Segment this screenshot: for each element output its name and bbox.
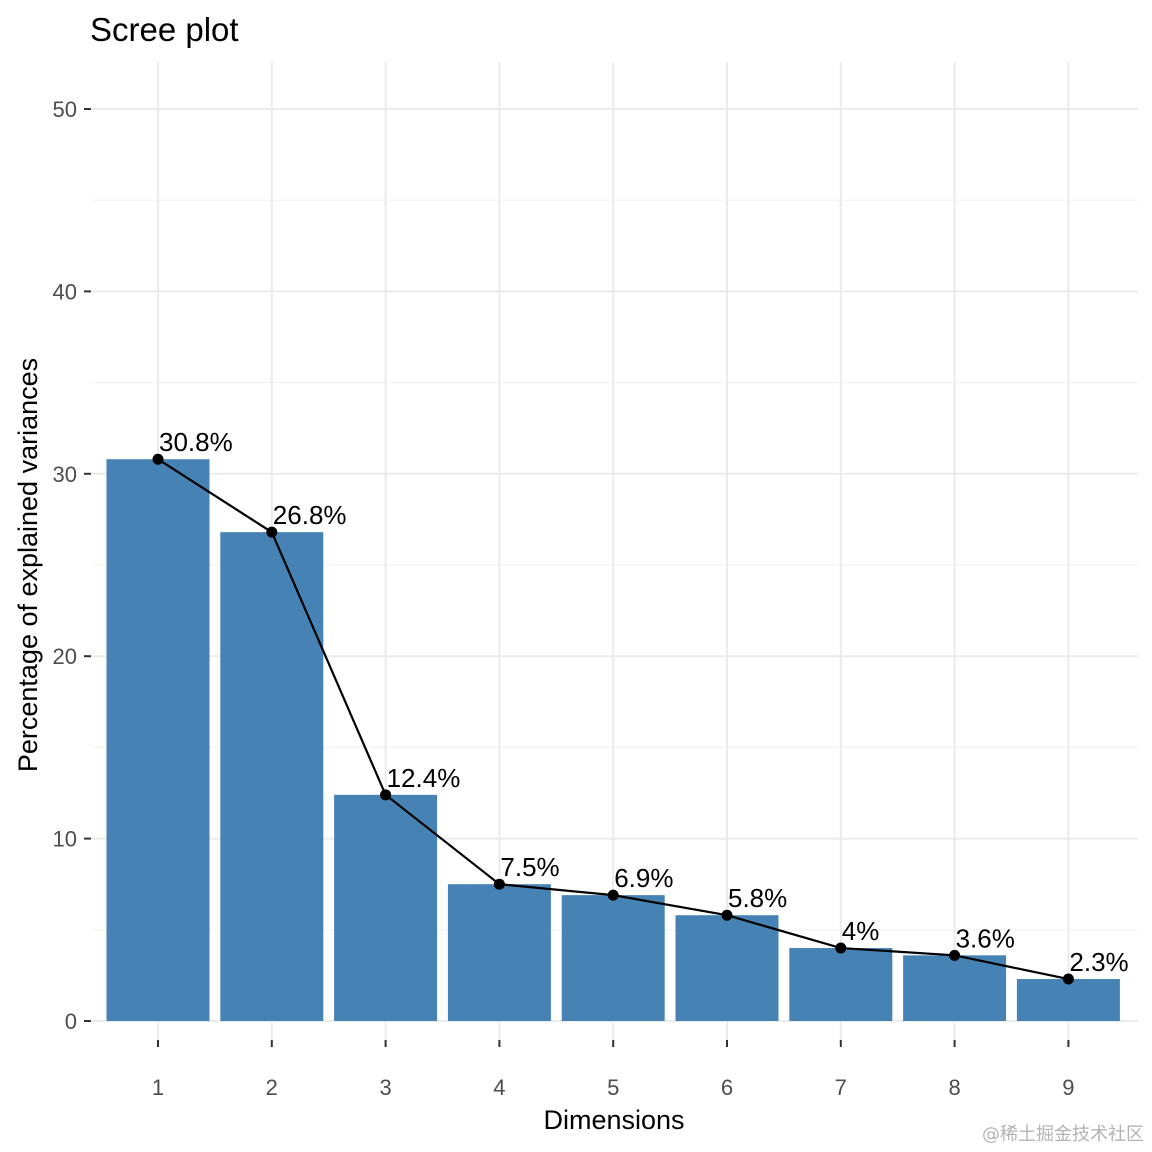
data-label-6: 5.8% — [728, 883, 787, 913]
data-label-8: 3.6% — [956, 923, 1015, 953]
x-tick-label: 2 — [266, 1075, 278, 1100]
y-axis: 0 10 20 30 40 50 — [53, 97, 91, 1034]
y-tick-label: 10 — [53, 827, 77, 852]
point-6 — [721, 909, 733, 921]
data-label-1: 30.8% — [159, 427, 233, 457]
data-label-7: 4% — [842, 916, 880, 946]
y-tick-label: 20 — [53, 644, 77, 669]
x-tick-label: 4 — [493, 1075, 505, 1100]
point-7 — [835, 942, 847, 954]
bar-7 — [789, 948, 893, 1021]
data-label-2: 26.8% — [273, 500, 347, 530]
y-tick-label: 30 — [53, 462, 77, 487]
bar-3 — [334, 794, 438, 1021]
bar-1 — [106, 459, 210, 1021]
y-tick-label: 40 — [53, 279, 77, 304]
x-tick-label: 8 — [948, 1075, 960, 1100]
x-tick-label: 3 — [379, 1075, 391, 1100]
x-tick-label: 1 — [152, 1075, 164, 1100]
bar-2 — [220, 532, 324, 1021]
data-label-4: 7.5% — [500, 852, 559, 882]
bar-5 — [561, 895, 665, 1021]
x-axis-title: Dimensions — [543, 1105, 684, 1135]
data-labels: 30.8% 26.8% 12.4% 7.5% 6.9% 5.8% 4% 3.6% 2.3% — [159, 427, 1129, 977]
bar-9 — [1016, 979, 1120, 1021]
point-3 — [380, 789, 392, 801]
x-tick-label: 5 — [607, 1075, 619, 1100]
x-axis: 1 2 3 4 5 6 7 8 9 — [152, 1040, 1075, 1100]
bar-6 — [675, 915, 779, 1021]
point-8 — [949, 949, 961, 961]
bar-8 — [903, 955, 1007, 1021]
data-label-5: 6.9% — [614, 863, 673, 893]
bar-4 — [447, 884, 551, 1021]
point-9 — [1062, 973, 1074, 985]
x-tick-label: 6 — [721, 1075, 733, 1100]
y-tick-label: 50 — [53, 97, 77, 122]
chart-title: Scree plot — [90, 11, 239, 48]
point-5 — [607, 889, 619, 901]
x-tick-label: 7 — [835, 1075, 847, 1100]
x-tick-label: 9 — [1062, 1075, 1074, 1100]
watermark: @稀土掘金技术社区 — [982, 1124, 1144, 1145]
bars — [106, 459, 1120, 1021]
point-1 — [152, 453, 164, 465]
point-4 — [493, 878, 505, 890]
y-tick-label: 0 — [65, 1009, 77, 1034]
data-label-3: 12.4% — [387, 763, 461, 793]
y-axis-title: Percentage of explained variances — [13, 358, 43, 772]
trend-line — [152, 453, 1074, 985]
point-2 — [266, 526, 278, 538]
data-label-9: 2.3% — [1069, 947, 1128, 977]
